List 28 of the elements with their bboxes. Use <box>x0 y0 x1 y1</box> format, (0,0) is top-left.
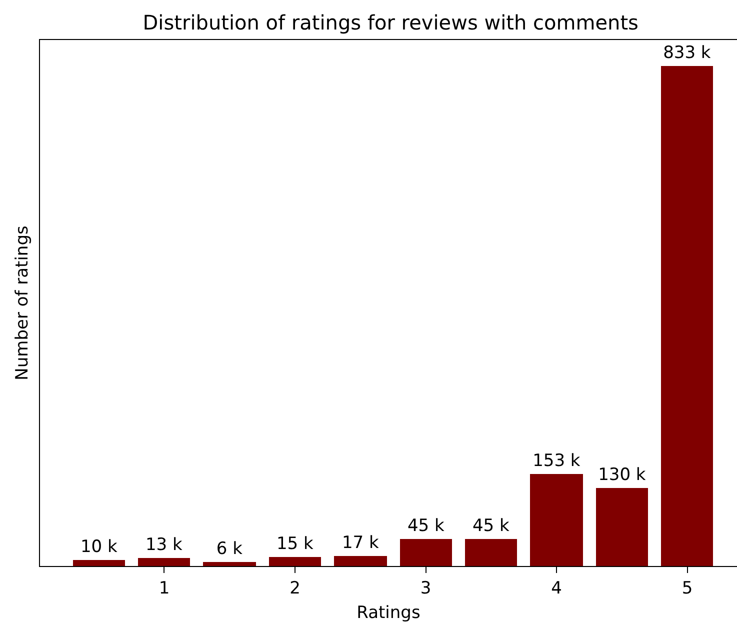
bar <box>596 488 648 566</box>
y-axis-title: Number of ratings <box>12 226 33 380</box>
chart-title: Distribution of ratings for reviews with comments <box>142 10 638 35</box>
x-tick-label: 5 <box>682 578 693 598</box>
x-tick-label: 3 <box>420 578 432 598</box>
bar <box>334 556 387 566</box>
data-label: 45 k <box>407 516 445 536</box>
bar <box>203 562 256 566</box>
bar <box>138 558 190 566</box>
data-label: 833 k <box>663 43 711 63</box>
data-label: 17 k <box>342 533 380 553</box>
data-label: 13 k <box>145 535 183 555</box>
bar <box>661 66 713 566</box>
bar <box>465 539 517 566</box>
bar <box>400 539 452 566</box>
data-label: 15 k <box>276 534 314 554</box>
data-label: 45 k <box>472 516 510 536</box>
x-tick-label: 1 <box>158 578 170 598</box>
data-label: 10 k <box>80 537 118 557</box>
data-label: 6 k <box>216 539 243 559</box>
bar <box>73 560 125 566</box>
data-label: 130 k <box>598 465 646 485</box>
data-label: 153 k <box>532 451 580 471</box>
x-axis-title: Ratings <box>356 602 420 623</box>
bar <box>269 557 321 566</box>
x-tick-label: 4 <box>551 578 562 598</box>
x-tick-label: 2 <box>290 578 300 598</box>
bar <box>530 474 583 566</box>
